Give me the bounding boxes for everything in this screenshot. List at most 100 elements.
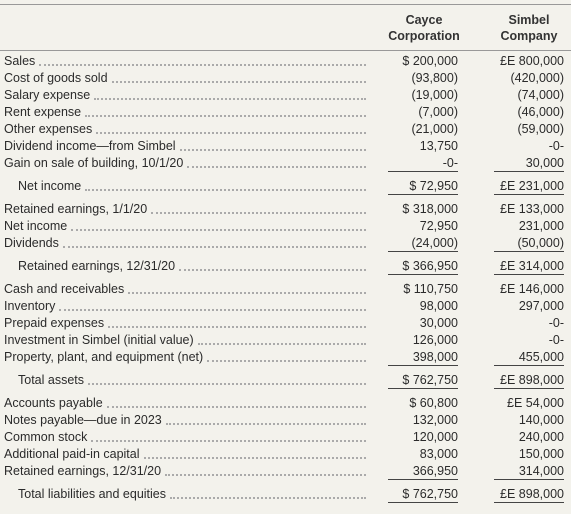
row: Cash and receivables $ 110,750 £E 146,000 [0,281,571,298]
cayce-value: 98,000 [419,299,458,313]
label-cell: Accounts payable [4,395,366,412]
row-label: Inventory [4,299,56,313]
row: Other expenses (21,000) (59,000) [0,121,571,138]
simbel-value: (46,000) [517,105,564,119]
leader-dots [179,138,366,151]
row-label: Common stock [4,430,88,444]
cayce-value: (19,000) [411,88,458,102]
row-label: Other expenses [4,122,93,136]
cayce-value: $ 72,950 [388,178,458,195]
row: Dividend income—from Simbel 13,750 -0- [0,138,571,155]
row: Dividends (24,000) (50,000) [0,235,571,252]
row-label: Notes payable—due in 2023 [4,413,162,427]
cayce-value: 132,000 [412,413,458,427]
label-cell: Retained earnings, 12/31/20 [4,463,366,480]
leader-dots [143,446,366,459]
label-cell: Net income [18,178,366,195]
label-cell: Cash and receivables [4,281,366,298]
leader-dots [207,349,366,362]
label-cell: Retained earnings, 1/1/20 [4,201,366,218]
label-cell: Retained earnings, 12/31/20 [18,258,366,275]
header-rule [0,50,571,51]
total-row: Total liabilities and equities $ 762,750 £… [0,486,571,503]
column-header: Simbel Company [488,12,570,44]
row-label: Cash and receivables [4,282,125,296]
leader-dots [170,486,366,499]
row: Salary expense (19,000) (74,000) [0,87,571,104]
simbel-value: £E 898,000 [494,372,564,389]
leader-dots [197,332,366,345]
simbel-value: (50,000) [494,235,564,252]
label-cell: Inventory [4,298,366,315]
label-cell: Additional paid-in capital [4,446,366,463]
leader-dots [96,121,366,134]
row-label: Gain on sale of building, 10/1/20 [4,156,184,170]
cayce-value: (21,000) [411,122,458,136]
cayce-value: -0- [388,155,458,172]
leader-dots [165,412,366,425]
label-cell: Net income [4,218,366,235]
simbel-value: -0- [548,333,564,347]
row-label: Total assets [18,373,85,387]
leader-dots [71,218,366,231]
leader-dots [179,258,366,271]
cayce-value: $ 110,750 [403,282,458,296]
row: Retained earnings, 1/1/20 $ 318,000 £E 133… [0,201,571,218]
row-label: Total liabilities and equities [18,487,167,501]
leader-dots [59,298,366,311]
cayce-value: $ 60,800 [409,396,458,410]
leader-dots [85,104,366,117]
top-rule [0,4,571,5]
label-cell: Cost of goods sold [4,70,366,87]
header-line: Company [500,29,558,43]
header-line: Corporation [388,29,460,43]
row: Property, plant, and equipment (net) 398,… [0,349,571,366]
row: Investment in Simbel (initial value) 126,… [0,332,571,349]
leader-dots [187,155,366,168]
total-row: Total assets $ 762,750 £E 898,000 [0,372,571,389]
cayce-value: 72,950 [419,219,458,233]
row-label: Investment in Simbel (initial value) [4,333,194,347]
simbel-value: £E 146,000 [500,282,564,296]
leader-dots [111,70,366,83]
row-label: Dividend income—from Simbel [4,139,176,153]
label-cell: Dividend income—from Simbel [4,138,366,155]
leader-dots [88,372,366,385]
row-label: Additional paid-in capital [4,447,140,461]
label-cell: Property, plant, and equipment (net) [4,349,366,366]
row-label: Salary expense [4,88,91,102]
cayce-value: $ 318,000 [402,202,458,216]
column-header: Cayce Corporation [380,12,468,44]
row-label: Sales [4,54,36,68]
cayce-value: (24,000) [388,235,458,252]
cayce-value: 120,000 [412,430,458,444]
label-cell: Common stock [4,429,366,446]
simbel-value: (59,000) [517,122,564,136]
row: Accounts payable $ 60,800 £E 54,000 [0,395,571,412]
label-cell: Rent expense [4,104,366,121]
row: Cost of goods sold (93,800) (420,000) [0,70,571,87]
simbel-value: -0- [548,139,564,153]
simbel-value: (74,000) [517,88,564,102]
simbel-value: £E 231,000 [494,178,564,195]
leader-dots [62,235,366,248]
leader-dots [165,463,366,476]
leader-dots [106,395,366,408]
row: Retained earnings, 12/31/20 366,950 314,00… [0,463,571,480]
label-cell: Sales [4,53,366,70]
cayce-value: 30,000 [419,316,458,330]
cayce-value: 126,000 [412,333,458,347]
simbel-value: 30,000 [494,155,564,172]
label-cell: Salary expense [4,87,366,104]
simbel-value: (420,000) [510,71,564,85]
label-cell: Total liabilities and equities [18,486,366,503]
cayce-value: $ 762,750 [388,486,458,503]
simbel-value: -0- [548,316,564,330]
cayce-value: 366,950 [388,463,458,480]
row: Gain on sale of building, 10/1/20 -0- 30,0… [0,155,571,172]
row-label: Accounts payable [4,396,103,410]
row: Prepaid expenses 30,000 -0- [0,315,571,332]
simbel-value: £E 133,000 [500,202,564,216]
simbel-value: £E 314,000 [494,258,564,275]
